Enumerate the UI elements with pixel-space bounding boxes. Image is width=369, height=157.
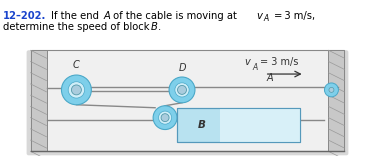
Text: A: A (253, 63, 258, 72)
FancyBboxPatch shape (31, 50, 344, 151)
Text: = 3 m/s: = 3 m/s (260, 57, 298, 67)
Text: v: v (257, 11, 263, 21)
Text: 12–202.: 12–202. (3, 11, 46, 21)
Text: C: C (73, 60, 80, 70)
Circle shape (159, 111, 172, 124)
FancyBboxPatch shape (220, 108, 300, 142)
Circle shape (177, 85, 186, 94)
Text: of the cable is moving at: of the cable is moving at (110, 11, 240, 21)
Circle shape (169, 77, 195, 103)
FancyBboxPatch shape (328, 50, 344, 151)
Text: A: A (266, 73, 273, 83)
Text: .: . (158, 22, 161, 32)
Text: = 3 m/s,: = 3 m/s, (272, 11, 315, 21)
Text: v: v (245, 57, 251, 67)
FancyBboxPatch shape (177, 108, 300, 142)
Text: A: A (103, 11, 110, 21)
FancyBboxPatch shape (31, 50, 46, 151)
Circle shape (72, 85, 82, 95)
Text: D: D (178, 63, 186, 73)
Text: B: B (198, 120, 206, 130)
Circle shape (62, 75, 92, 105)
Circle shape (175, 83, 189, 97)
FancyBboxPatch shape (27, 50, 348, 155)
Circle shape (161, 114, 169, 122)
Text: B: B (151, 22, 158, 32)
Circle shape (68, 82, 85, 98)
Circle shape (329, 87, 334, 92)
Text: A: A (264, 14, 269, 23)
Text: If the end: If the end (51, 11, 101, 21)
Circle shape (153, 106, 177, 130)
Circle shape (324, 83, 338, 97)
Text: determine the speed of block: determine the speed of block (3, 22, 152, 32)
